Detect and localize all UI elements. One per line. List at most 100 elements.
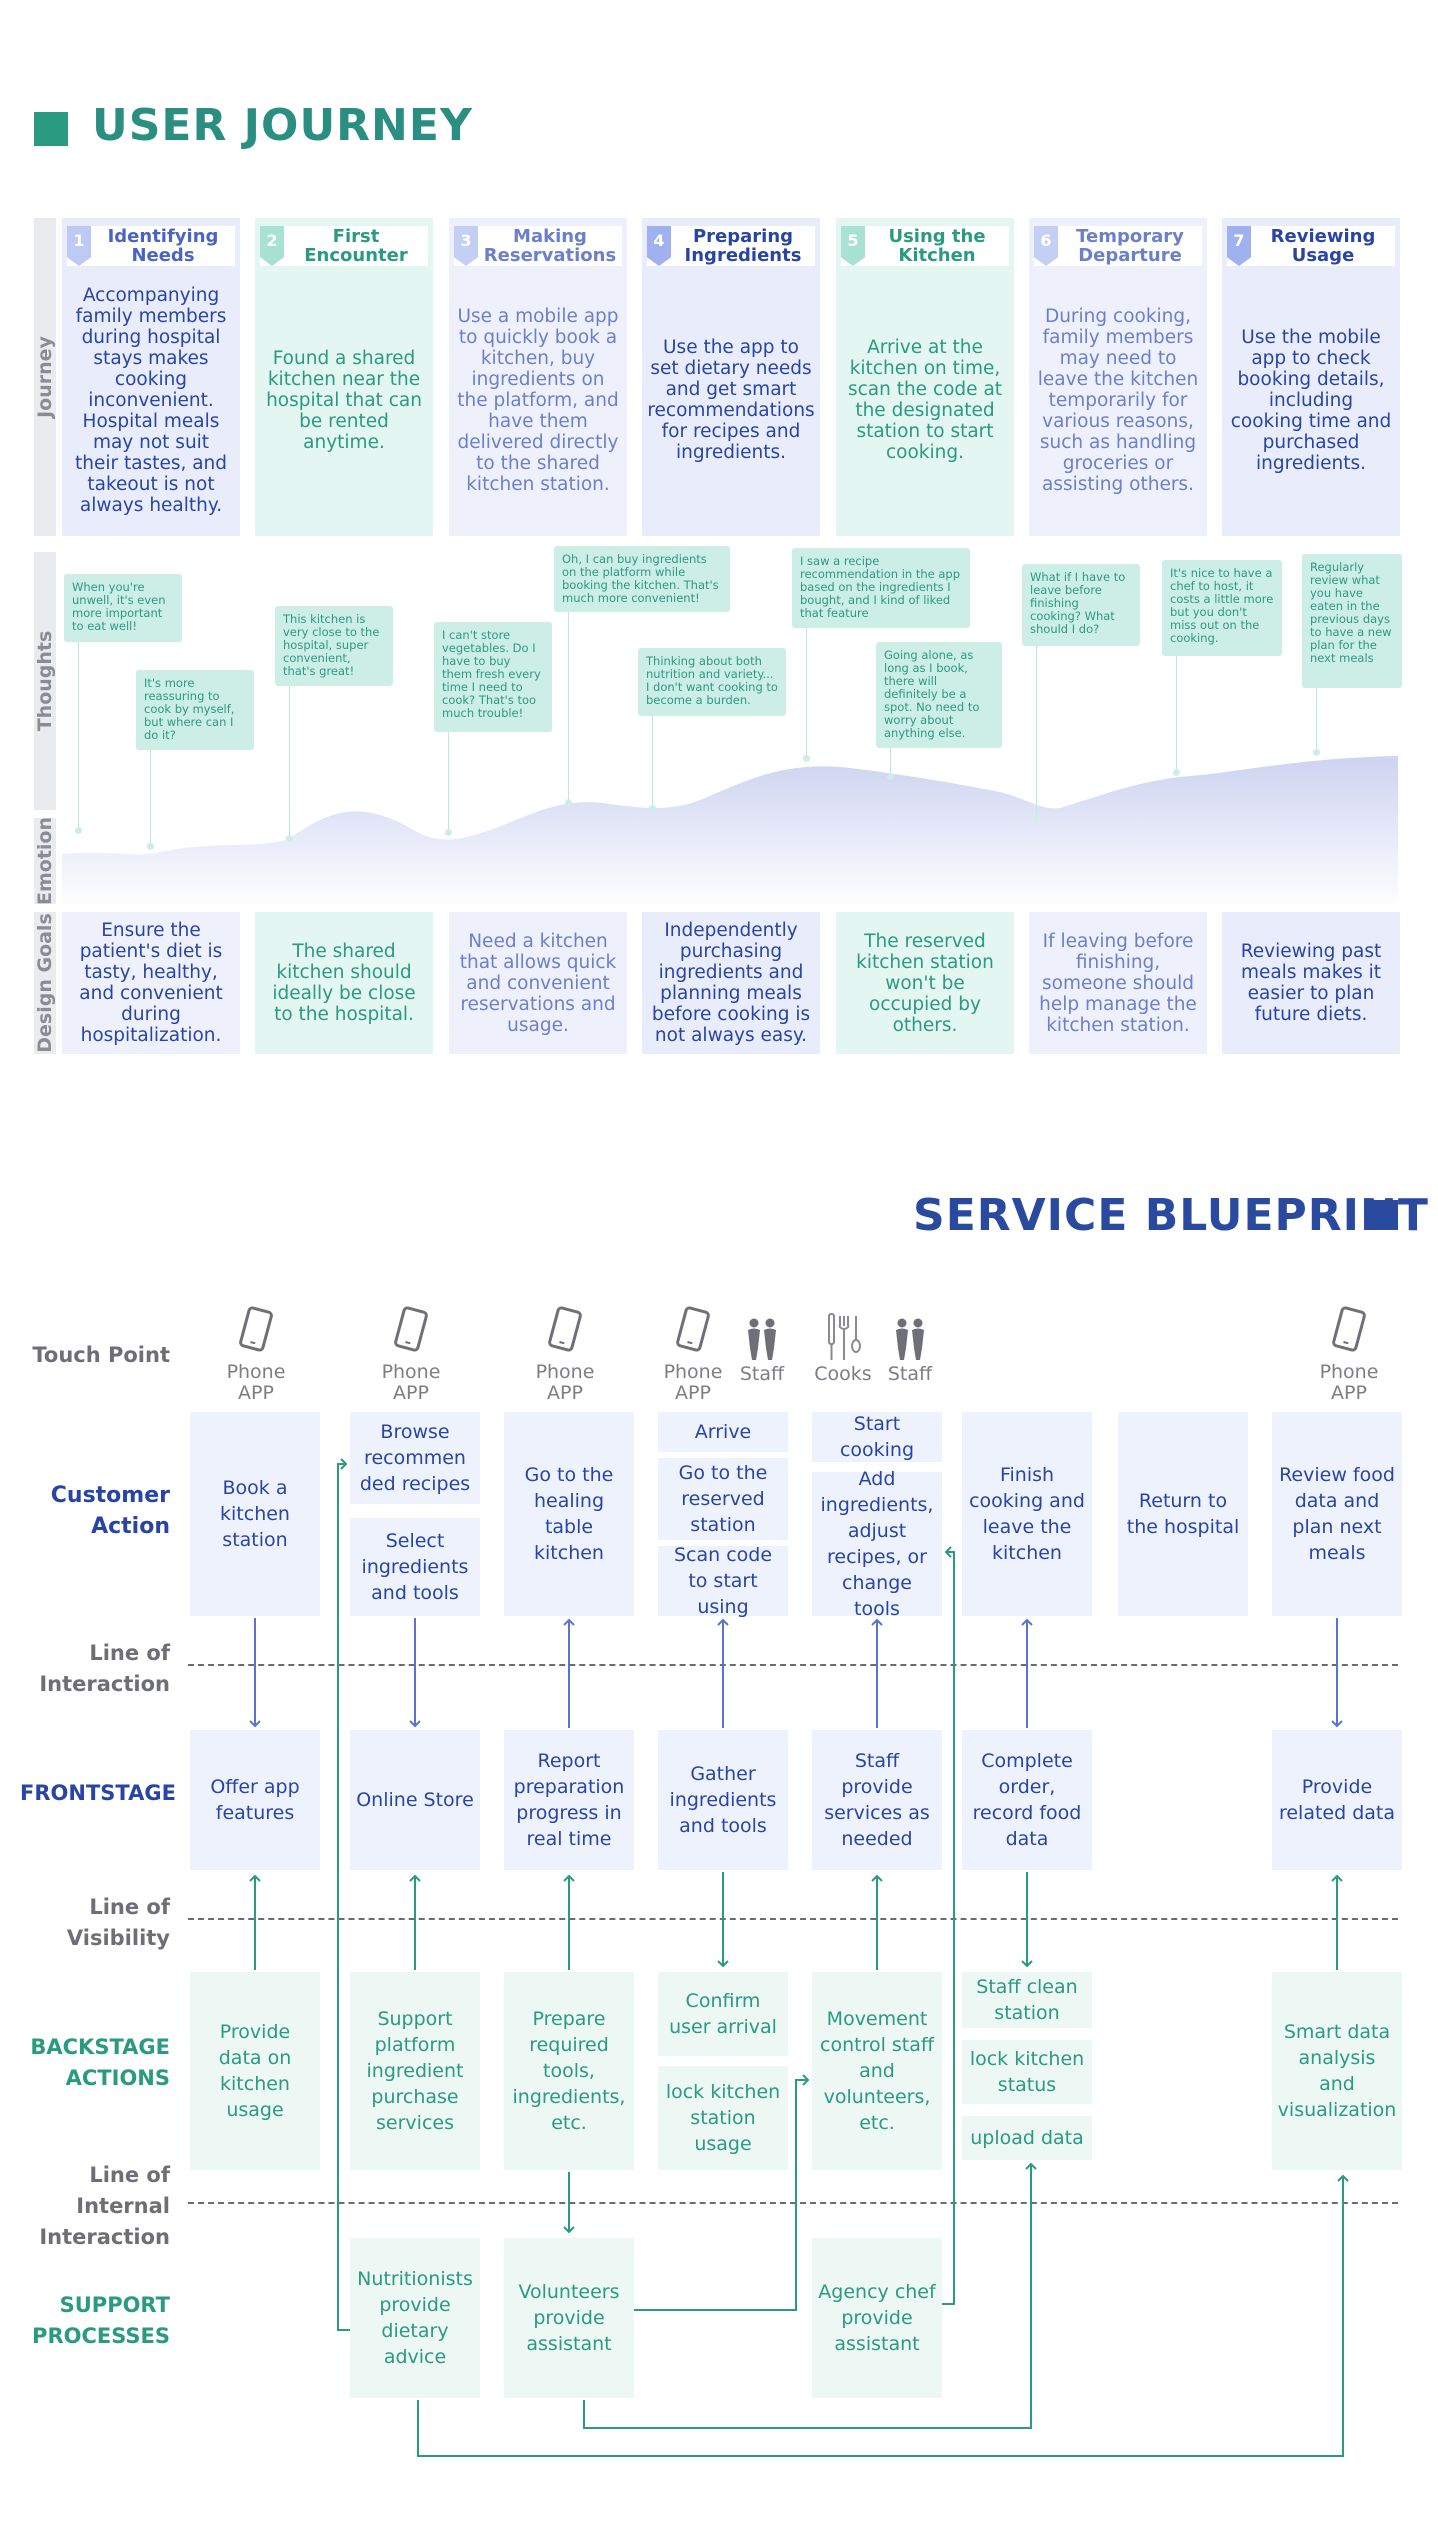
- backstage-box: Confirm user arrival: [658, 1972, 788, 2056]
- touch-point-cooks: Cooks: [814, 1363, 872, 1385]
- row-label-customer-action: Customer Action: [50, 1483, 170, 1539]
- stage-title: First Encounter: [304, 226, 408, 266]
- stage-description: Arrive at the kitchen on time, scan the …: [847, 337, 1003, 463]
- thought-connector: [289, 686, 290, 838]
- thought-connector: [78, 642, 79, 830]
- design-goal-5: The reserved kitchen station won't be oc…: [836, 912, 1014, 1054]
- emotion-point: [1173, 769, 1180, 776]
- side-label-design-goals: Design Goals: [34, 912, 56, 1054]
- row-label-line-of-visibility: Line of Visibility: [66, 1895, 170, 1950]
- emotion-point: [445, 829, 452, 836]
- line-of-interaction: [188, 1664, 1398, 1666]
- touch-point-staff: Staff: [739, 1363, 785, 1385]
- journey-stage-1: 1 Identifying Needs Accompanying family me…: [62, 218, 240, 536]
- customer-action-box: Select ingredients and tools: [350, 1518, 480, 1616]
- design-goal-2: The shared kitchen should ideally be clo…: [255, 912, 433, 1054]
- emotion-point: [803, 755, 810, 762]
- user-journey-title: USER JOURNEY: [92, 100, 473, 151]
- stage-header: 7 Reviewing Usage: [1227, 226, 1395, 266]
- customer-action-box: Go to the reserved station: [658, 1458, 788, 1540]
- thought-bubble: Thinking about both nutrition and variet…: [638, 648, 786, 716]
- row-label-frontstage: FRONTSTAGE: [20, 1781, 176, 1805]
- touch-point-phone-app: Phone APP: [381, 1361, 441, 1404]
- title-square-icon: [1368, 1200, 1398, 1230]
- customer-action-box: Review food data and plan next meals: [1272, 1412, 1402, 1616]
- stage-description: Found a shared kitchen near the hospital…: [266, 347, 422, 453]
- thought-connector: [652, 716, 653, 808]
- thought-connector: [1036, 646, 1037, 816]
- stage-number-badge: 2: [260, 226, 284, 266]
- side-label-thoughts: Thoughts: [34, 552, 56, 810]
- phone-icon: [547, 1305, 583, 1353]
- frontstage-box: Provide related data: [1272, 1730, 1402, 1870]
- emotion-point: [887, 773, 894, 780]
- stage-title: Temporary Departure: [1076, 226, 1184, 266]
- thought-connector: [806, 628, 807, 758]
- line-of-internal-interaction: [188, 2202, 1398, 2204]
- phone-icon: [238, 1305, 274, 1353]
- touch-point-phone-app: Phone APP: [663, 1361, 723, 1404]
- stage-description: Accompanying family members during hospi…: [74, 284, 228, 516]
- phone-icon: [1331, 1305, 1367, 1353]
- stage-title: Identifying Needs: [107, 226, 219, 266]
- design-goal-6: If leaving before finishing, someone sho…: [1029, 912, 1207, 1054]
- stage-description: During cooking, family members may need …: [1037, 305, 1199, 495]
- row-label-line-of-interaction: Line of Interaction: [39, 1641, 170, 1696]
- thought-connector: [1176, 656, 1177, 772]
- row-label-backstage-actions: BACKSTAGE ACTIONS: [30, 2035, 170, 2090]
- stage-header: 3 Making Reservations: [454, 226, 622, 266]
- stage-description: Use a mobile app to quickly book a kitch…: [457, 305, 619, 495]
- support-process-box: Agency chef provide assistant: [812, 2238, 942, 2398]
- thought-connector: [890, 748, 891, 776]
- stage-title: Making Reservations: [483, 226, 617, 266]
- frontstage-box: Staff provide services as needed: [812, 1730, 942, 1870]
- customer-action-box: Finish cooking and leave the kitchen: [962, 1412, 1092, 1616]
- stage-description: Use the app to set dietary needs and get…: [647, 337, 815, 463]
- journey-stage-6: 6 Temporary Departure During cooking, fami…: [1029, 218, 1207, 536]
- design-goal-1: Ensure the patient's diet is tasty, heal…: [62, 912, 240, 1054]
- emotion-curve-chart: [62, 756, 1398, 910]
- thought-bubble: Oh, I can buy ingredients on the platfor…: [554, 546, 730, 612]
- backstage-box: lock kitchen station usage: [658, 2066, 788, 2170]
- stage-number-badge: 4: [647, 226, 671, 266]
- side-label-journey: Journey: [34, 218, 56, 536]
- stage-number-badge: 7: [1227, 226, 1251, 266]
- stage-header: 5 Using the Kitchen: [841, 226, 1009, 266]
- design-goal-4: Independently purchasing ingredients and…: [642, 912, 820, 1054]
- backstage-box: Prepare required tools, ingredients, etc…: [504, 1972, 634, 2170]
- emotion-point: [75, 827, 82, 834]
- backstage-box: Provide data on kitchen usage: [190, 1972, 320, 2170]
- journey-stage-3: 3 Making Reservations Use a mobile app to …: [449, 218, 627, 536]
- side-label-emotion: Emotion: [34, 816, 56, 906]
- stage-header: 4 Preparing Ingredients: [647, 226, 815, 266]
- thought-bubble: What if I have to leave before finishing…: [1022, 564, 1140, 646]
- design-goal-3: Need a kitchen that allows quick and con…: [449, 912, 627, 1054]
- backstage-box: upload data: [962, 2116, 1092, 2160]
- row-label-touch-point: Touch Point: [32, 1343, 170, 1367]
- touch-point-staff: Staff: [887, 1363, 933, 1385]
- support-process-box: Nutritionists provide dietary advice: [350, 2238, 480, 2398]
- backstage-box: Staff clean station: [962, 1972, 1092, 2028]
- backstage-box: Support platform ingredient purchase ser…: [350, 1972, 480, 2170]
- title-square-icon: [34, 112, 68, 146]
- thought-connector: [150, 750, 151, 846]
- journey-stage-5: 5 Using the Kitchen Arrive at the kitchen …: [836, 218, 1014, 536]
- customer-action-box: Browse recommen ded recipes: [350, 1412, 480, 1504]
- stage-number-badge: 1: [67, 226, 91, 266]
- customer-action-box: Return to the hospital: [1118, 1412, 1248, 1616]
- thought-connector: [1316, 688, 1317, 752]
- stage-header: 1 Identifying Needs: [67, 226, 235, 266]
- frontstage-box: Offer app features: [190, 1730, 320, 1870]
- thought-bubble: I can't store vegetables. Do I have to b…: [434, 622, 552, 732]
- thought-bubble: Going alone, as long as I book, there wi…: [876, 642, 1002, 748]
- touch-point-phone-app: Phone APP: [535, 1361, 595, 1404]
- stage-title: Preparing Ingredients: [684, 226, 802, 266]
- emotion-point: [649, 805, 656, 812]
- journey-stage-4: 4 Preparing Ingredients Use the app to set…: [642, 218, 820, 536]
- stage-description: Use the mobile app to check booking deta…: [1230, 326, 1392, 474]
- stage-number-badge: 3: [454, 226, 478, 266]
- frontstage-box: Report preparation progress in real time: [504, 1730, 634, 1870]
- design-goal-7: Reviewing past meals makes it easier to …: [1222, 912, 1400, 1054]
- staff-icon: [896, 1318, 924, 1360]
- customer-action-box: Scan code to start using: [658, 1544, 788, 1618]
